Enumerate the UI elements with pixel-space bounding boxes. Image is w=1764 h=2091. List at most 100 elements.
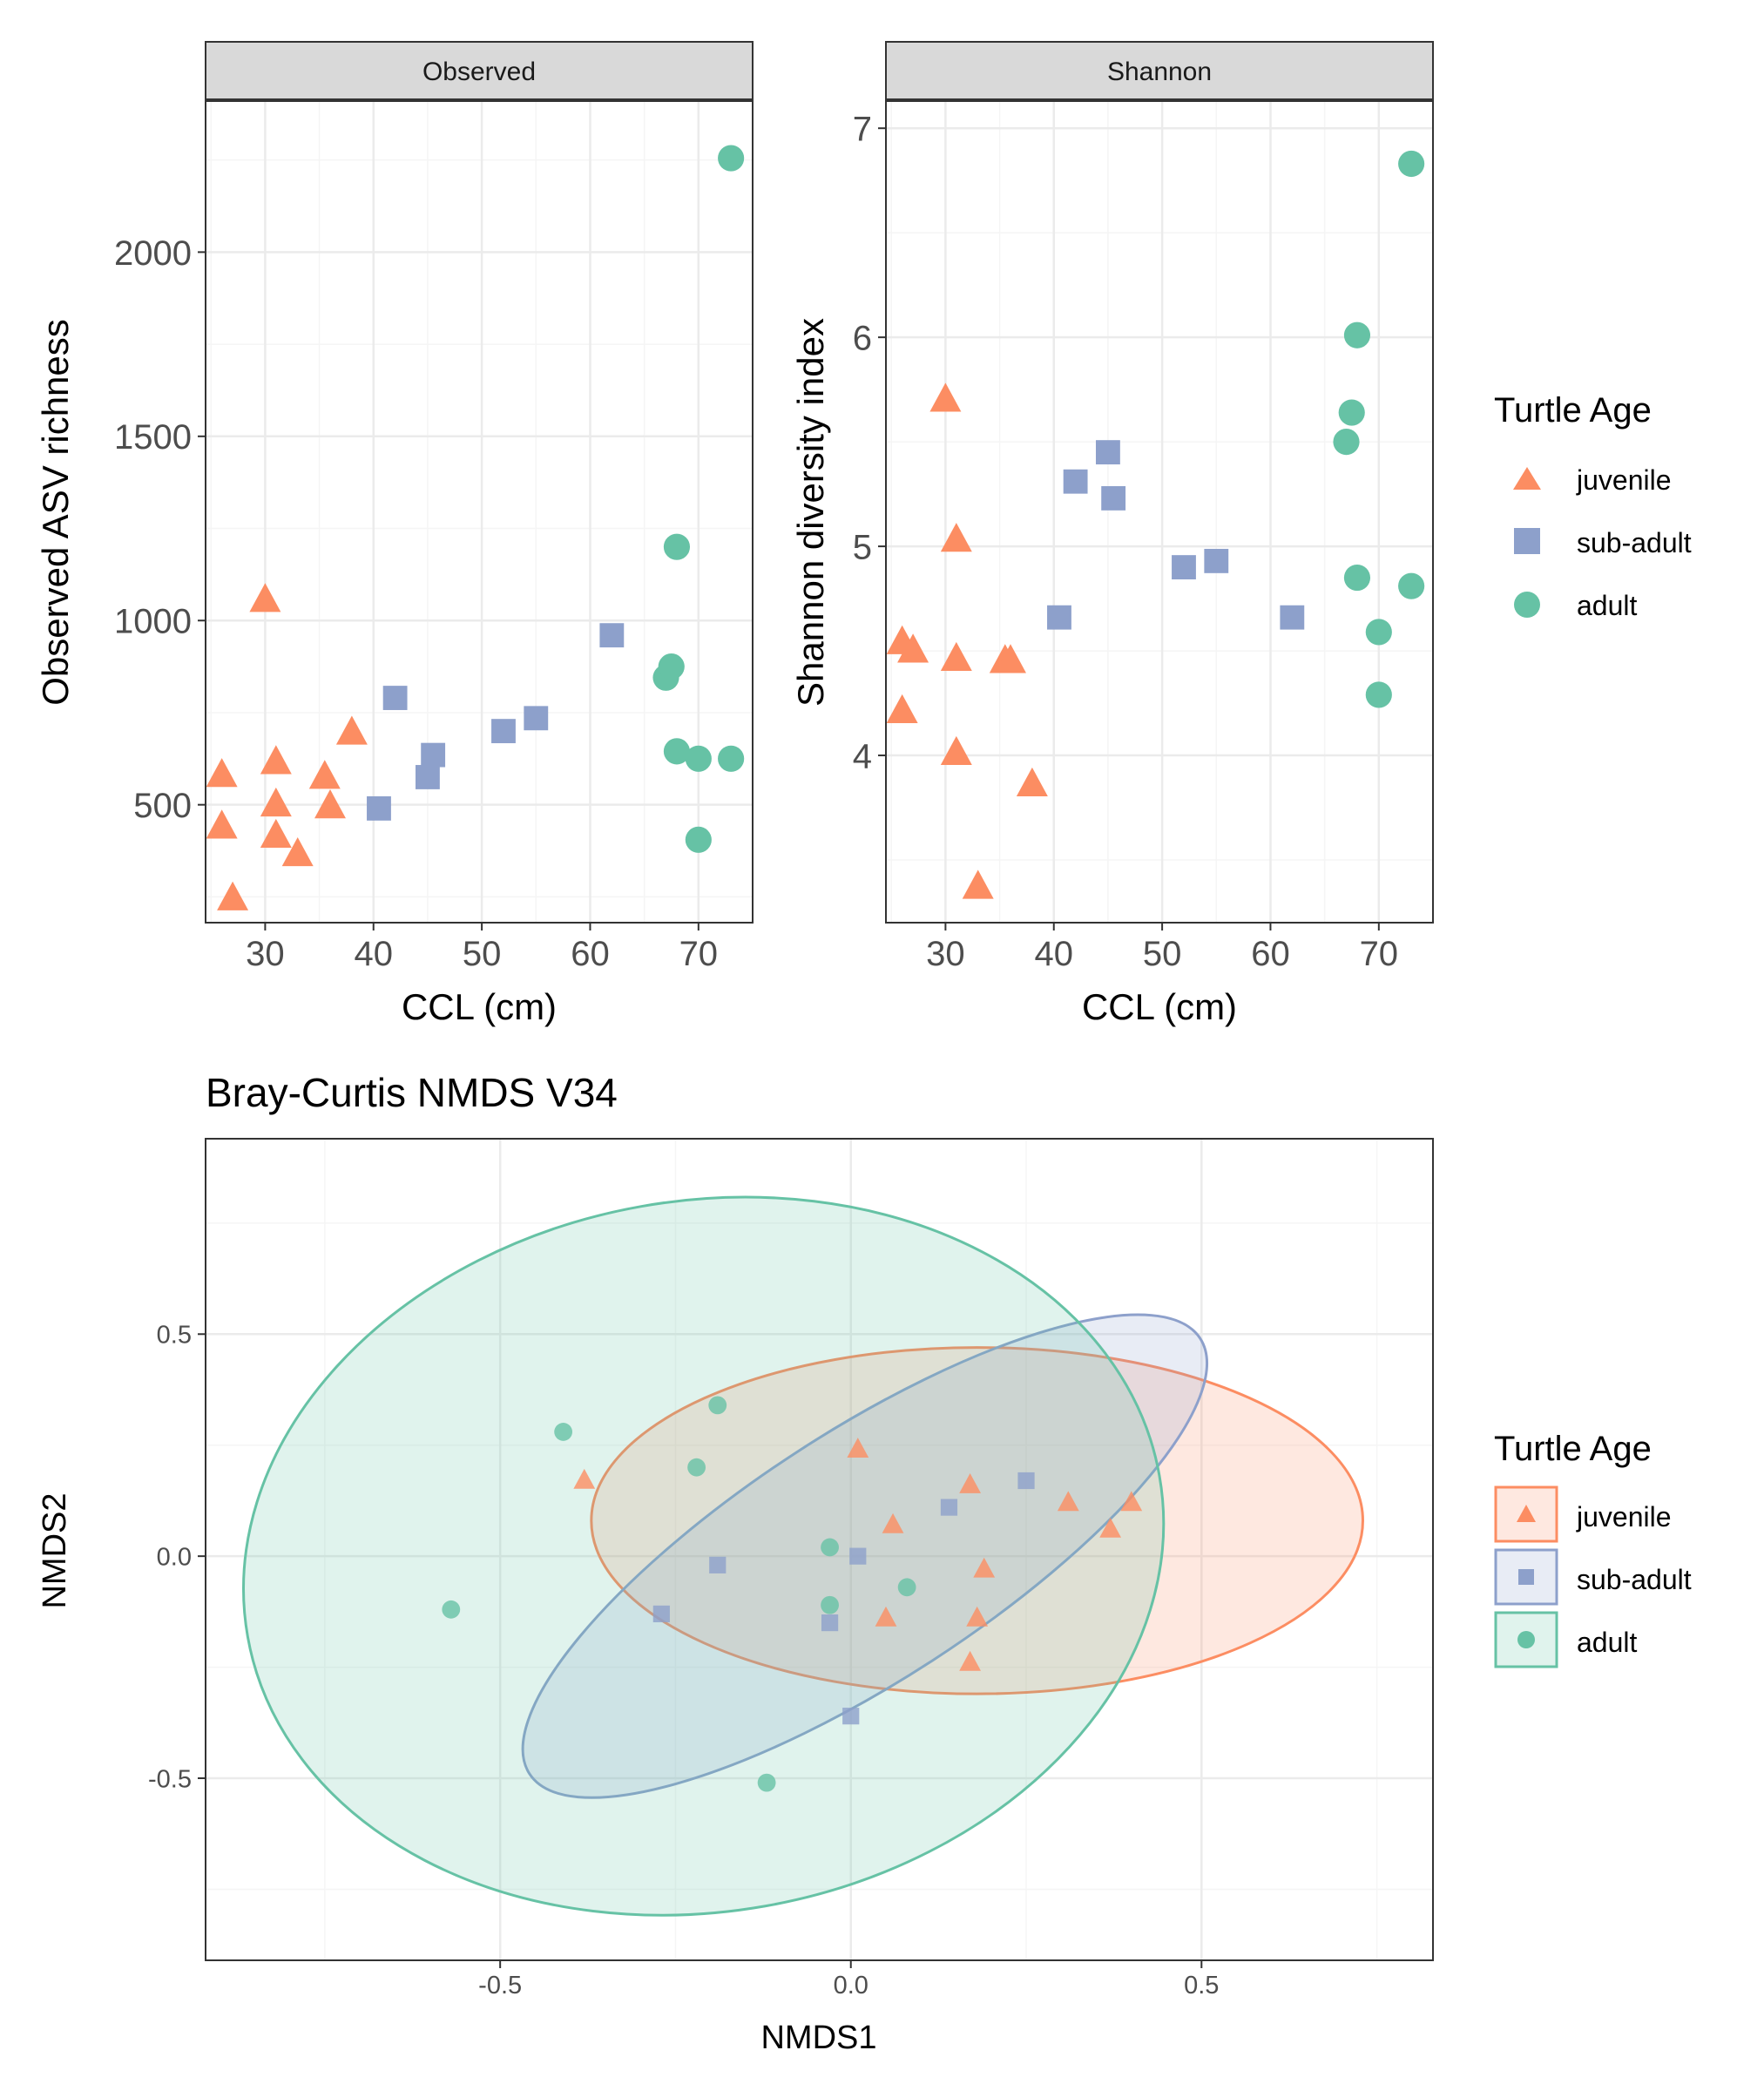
point-juvenile xyxy=(897,633,929,663)
point-juvenile xyxy=(959,1650,982,1671)
point-sub-adult xyxy=(382,686,408,710)
nmds-x-tick-label: -0.5 xyxy=(478,1972,522,2000)
point-adult xyxy=(1343,565,1371,592)
nmds-y-tick-label: -0.5 xyxy=(148,1765,192,1793)
point-adult xyxy=(663,738,691,765)
observed-y-title: Observed ASV richness xyxy=(35,319,76,706)
point-adult xyxy=(1333,429,1360,456)
legend-top-juvenile-label: juvenile xyxy=(1576,464,1672,496)
point-sub-adult xyxy=(524,706,549,731)
observed-y-tick-label: 1000 xyxy=(114,603,192,641)
nmds-x-tick-label: 0.0 xyxy=(834,1972,868,2000)
legend-top-title: Turtle Age xyxy=(1494,391,1652,430)
point-juvenile xyxy=(281,836,314,867)
point-sub-adult xyxy=(1101,485,1126,511)
nmds-y-title: NMDS2 xyxy=(37,1492,73,1608)
point-sub-adult xyxy=(1017,1472,1035,1490)
shannon-y-tick-label: 5 xyxy=(853,528,872,566)
legend-bottom-juvenile-key xyxy=(1517,1505,1536,1522)
point-sub-adult xyxy=(416,765,440,789)
legend-bottom-sub-adult-label: sub-adult xyxy=(1577,1564,1692,1595)
point-sub-adult xyxy=(1047,605,1071,630)
legend-top-sub-adult-key xyxy=(1514,528,1540,554)
observed-x-tick-label: 70 xyxy=(679,935,719,973)
point-adult xyxy=(718,145,745,172)
point-adult xyxy=(685,745,712,772)
point-juvenile xyxy=(973,1557,996,1578)
point-juvenile xyxy=(1016,767,1048,797)
nmds-y-tick-label: 0.0 xyxy=(157,1544,192,1572)
point-juvenile xyxy=(959,1472,982,1493)
shannon-x-tick-label: 70 xyxy=(1360,935,1399,973)
point-juvenile xyxy=(995,644,1026,673)
point-juvenile xyxy=(940,641,972,672)
observed-y-tick-label: 1500 xyxy=(114,418,192,457)
point-juvenile xyxy=(1120,1491,1143,1512)
point-sub-adult xyxy=(1204,548,1229,573)
point-adult xyxy=(685,826,712,853)
point-adult xyxy=(663,533,691,560)
shannon-x-tick-label: 30 xyxy=(926,935,965,973)
shannon-x-tick-label: 50 xyxy=(1143,935,1182,973)
observed-strip-label: Observed xyxy=(422,58,536,86)
point-adult xyxy=(821,1538,839,1557)
shannon-panel: Shannon 30 40 50 60 70 4 5 6 7 CCL (cm) Shannon … xyxy=(790,41,1434,1027)
shannon-y-tick-label: 4 xyxy=(853,737,872,775)
point-juvenile xyxy=(206,809,238,839)
point-adult xyxy=(687,1458,706,1477)
observed-panel: Observed 30 40 50 60 70 500 1000 1500 2000 CCL (… xyxy=(35,41,754,1027)
legend-top-juvenile-key xyxy=(1513,467,1541,490)
point-juvenile xyxy=(314,789,346,819)
point-adult xyxy=(554,1423,573,1441)
shannon-strip xyxy=(885,41,1434,100)
point-sub-adult xyxy=(367,795,391,821)
point-adult xyxy=(442,1600,461,1619)
legend-top: Turtle Age juvenile sub-adult adult xyxy=(1494,391,1692,621)
point-juvenile xyxy=(260,745,292,775)
point-juvenile xyxy=(217,881,249,910)
ellipse-juvenile xyxy=(590,1346,1364,1695)
point-adult xyxy=(1343,321,1371,348)
point-juvenile xyxy=(1099,1517,1122,1538)
point-juvenile xyxy=(573,1468,596,1489)
point-sub-adult xyxy=(1063,469,1088,494)
point-juvenile xyxy=(886,694,918,724)
point-sub-adult xyxy=(842,1708,860,1725)
observed-y-tick-label: 500 xyxy=(133,787,192,825)
point-sub-adult xyxy=(652,1605,670,1623)
point-juvenile xyxy=(929,382,962,412)
nmds-title: Bray-Curtis NMDS V34 xyxy=(206,1070,618,1115)
point-adult xyxy=(897,1578,916,1597)
observed-x-tick-label: 30 xyxy=(246,935,285,973)
observed-x-tick-label: 50 xyxy=(463,935,502,973)
point-adult xyxy=(1365,619,1392,646)
point-sub-adult xyxy=(1096,440,1120,465)
point-adult xyxy=(757,1773,776,1792)
nmds-y-tick-label: 0.5 xyxy=(157,1322,192,1350)
shannon-x-title: CCL (cm) xyxy=(1082,986,1237,1027)
shannon-y-tick-label: 7 xyxy=(853,111,872,149)
point-sub-adult xyxy=(1172,555,1196,580)
ellipse-adult xyxy=(242,1195,1166,1917)
point-adult xyxy=(1398,572,1425,599)
point-sub-adult xyxy=(599,623,625,648)
observed-x-tick-label: 40 xyxy=(355,935,394,973)
point-sub-adult xyxy=(421,742,446,768)
point-juvenile xyxy=(260,818,292,849)
legend-bottom-title: Turtle Age xyxy=(1494,1430,1652,1468)
point-juvenile xyxy=(308,760,341,789)
legend-top-adult-key xyxy=(1514,592,1540,618)
observed-x-title: CCL (cm) xyxy=(402,986,557,1027)
point-adult xyxy=(1365,681,1392,708)
nmds-panel: Bray-Curtis NMDS V34 -0.5 0.0 0.5 -0.5 0.0 0.… xyxy=(37,1070,1434,2056)
point-juvenile xyxy=(335,715,368,745)
point-juvenile xyxy=(962,870,994,899)
nmds-x-tick-label: 0.5 xyxy=(1184,1972,1219,2000)
point-sub-adult xyxy=(849,1547,867,1565)
shannon-y-tick-label: 6 xyxy=(853,320,872,358)
legend-bottom-juvenile-label: juvenile xyxy=(1576,1501,1672,1533)
shannon-strip-label: Shannon xyxy=(1107,58,1212,86)
legend-bottom-adult-label: adult xyxy=(1577,1627,1638,1658)
observed-y-tick-label: 2000 xyxy=(114,234,192,273)
